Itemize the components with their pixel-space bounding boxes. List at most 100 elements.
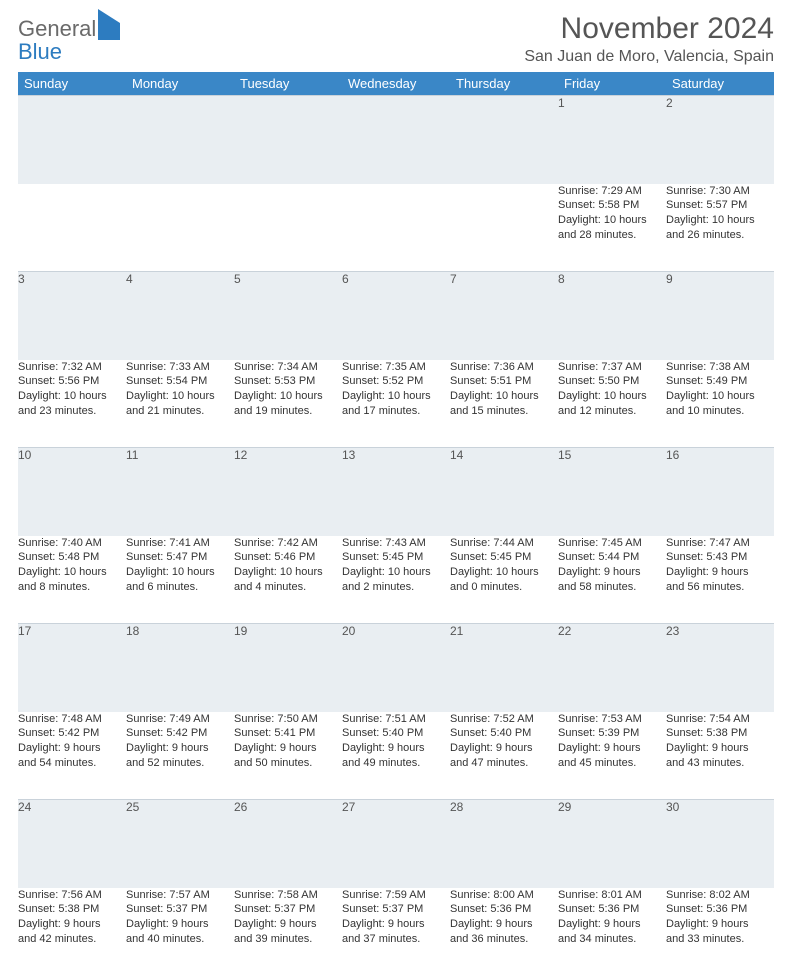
sun-set: Sunset: 5:38 PM xyxy=(18,902,126,917)
day-number-cell xyxy=(18,96,126,184)
sun-set: Sunset: 5:36 PM xyxy=(558,902,666,917)
sun-d2: and 40 minutes. xyxy=(126,932,234,947)
sun-set: Sunset: 5:45 PM xyxy=(342,550,450,565)
sun-set: Sunset: 5:57 PM xyxy=(666,198,774,213)
sun-set: Sunset: 5:47 PM xyxy=(126,550,234,565)
day-detail-cell: Sunrise: 7:45 AMSunset: 5:44 PMDaylight:… xyxy=(558,536,666,624)
sun-d1: Daylight: 10 hours xyxy=(234,389,342,404)
day-number-cell xyxy=(234,96,342,184)
day-detail-cell xyxy=(450,184,558,272)
sun-set: Sunset: 5:44 PM xyxy=(558,550,666,565)
sun-rise: Sunrise: 7:34 AM xyxy=(234,360,342,375)
day-detail-cell xyxy=(18,184,126,272)
sun-rise: Sunrise: 7:59 AM xyxy=(342,888,450,903)
sun-d1: Daylight: 10 hours xyxy=(18,565,126,580)
logo-general: General xyxy=(18,16,96,41)
sun-rise: Sunrise: 7:36 AM xyxy=(450,360,558,375)
day-detail-cell: Sunrise: 8:00 AMSunset: 5:36 PMDaylight:… xyxy=(450,888,558,976)
day-detail-cell: Sunrise: 7:33 AMSunset: 5:54 PMDaylight:… xyxy=(126,360,234,448)
day-number-cell: 24 xyxy=(18,800,126,888)
day-number-cell: 13 xyxy=(342,448,450,536)
sun-d1: Daylight: 10 hours xyxy=(558,389,666,404)
sun-d2: and 0 minutes. xyxy=(450,580,558,595)
weekday-header: Thursday xyxy=(450,72,558,96)
day-number-cell: 14 xyxy=(450,448,558,536)
sun-rise: Sunrise: 7:57 AM xyxy=(126,888,234,903)
sun-set: Sunset: 5:48 PM xyxy=(18,550,126,565)
sun-rise: Sunrise: 7:58 AM xyxy=(234,888,342,903)
day-detail-cell: Sunrise: 7:44 AMSunset: 5:45 PMDaylight:… xyxy=(450,536,558,624)
sun-rise: Sunrise: 7:42 AM xyxy=(234,536,342,551)
sun-d1: Daylight: 9 hours xyxy=(342,917,450,932)
sun-d2: and 19 minutes. xyxy=(234,404,342,419)
sun-rise: Sunrise: 7:43 AM xyxy=(342,536,450,551)
day-number-cell: 23 xyxy=(666,624,774,712)
calendar-head: Sunday Monday Tuesday Wednesday Thursday… xyxy=(18,72,774,96)
day-number-cell: 26 xyxy=(234,800,342,888)
day-detail-cell: Sunrise: 7:50 AMSunset: 5:41 PMDaylight:… xyxy=(234,712,342,800)
sun-rise: Sunrise: 7:38 AM xyxy=(666,360,774,375)
sun-d2: and 45 minutes. xyxy=(558,756,666,771)
sun-d2: and 23 minutes. xyxy=(18,404,126,419)
day-number-cell xyxy=(126,96,234,184)
day-number-cell: 15 xyxy=(558,448,666,536)
day-detail-row: Sunrise: 7:40 AMSunset: 5:48 PMDaylight:… xyxy=(18,536,774,624)
day-detail-row: Sunrise: 7:56 AMSunset: 5:38 PMDaylight:… xyxy=(18,888,774,976)
sun-set: Sunset: 5:37 PM xyxy=(126,902,234,917)
logo-blue: Blue xyxy=(18,39,62,64)
header: General Blue November 2024 San Juan de M… xyxy=(18,12,774,66)
sun-rise: Sunrise: 7:29 AM xyxy=(558,184,666,199)
sun-d2: and 39 minutes. xyxy=(234,932,342,947)
sun-set: Sunset: 5:36 PM xyxy=(666,902,774,917)
day-number-cell: 29 xyxy=(558,800,666,888)
day-detail-row: Sunrise: 7:29 AMSunset: 5:58 PMDaylight:… xyxy=(18,184,774,272)
title-block: November 2024 San Juan de Moro, Valencia… xyxy=(524,12,774,66)
sun-rise: Sunrise: 8:02 AM xyxy=(666,888,774,903)
sun-d2: and 52 minutes. xyxy=(126,756,234,771)
sun-d1: Daylight: 9 hours xyxy=(666,565,774,580)
sun-set: Sunset: 5:37 PM xyxy=(342,902,450,917)
sun-d1: Daylight: 9 hours xyxy=(450,917,558,932)
sun-rise: Sunrise: 7:37 AM xyxy=(558,360,666,375)
day-number-cell: 16 xyxy=(666,448,774,536)
sun-d1: Daylight: 9 hours xyxy=(126,741,234,756)
sun-set: Sunset: 5:42 PM xyxy=(126,726,234,741)
sun-d2: and 34 minutes. xyxy=(558,932,666,947)
weekday-header: Tuesday xyxy=(234,72,342,96)
sun-d1: Daylight: 10 hours xyxy=(666,389,774,404)
day-number-cell: 10 xyxy=(18,448,126,536)
brand-logo: General Blue xyxy=(18,12,120,64)
day-number-cell: 7 xyxy=(450,272,558,360)
sun-set: Sunset: 5:46 PM xyxy=(234,550,342,565)
sun-set: Sunset: 5:49 PM xyxy=(666,374,774,389)
sun-d1: Daylight: 9 hours xyxy=(234,917,342,932)
sun-d2: and 58 minutes. xyxy=(558,580,666,595)
day-detail-cell: Sunrise: 7:53 AMSunset: 5:39 PMDaylight:… xyxy=(558,712,666,800)
day-number-cell: 4 xyxy=(126,272,234,360)
sun-d2: and 4 minutes. xyxy=(234,580,342,595)
sun-d2: and 15 minutes. xyxy=(450,404,558,419)
day-detail-cell: Sunrise: 7:59 AMSunset: 5:37 PMDaylight:… xyxy=(342,888,450,976)
sun-d2: and 12 minutes. xyxy=(558,404,666,419)
sun-d1: Daylight: 10 hours xyxy=(126,565,234,580)
weekday-header: Saturday xyxy=(666,72,774,96)
sun-rise: Sunrise: 7:53 AM xyxy=(558,712,666,727)
day-number-cell: 30 xyxy=(666,800,774,888)
sun-rise: Sunrise: 7:47 AM xyxy=(666,536,774,551)
sun-d1: Daylight: 9 hours xyxy=(450,741,558,756)
day-detail-cell: Sunrise: 7:38 AMSunset: 5:49 PMDaylight:… xyxy=(666,360,774,448)
sun-set: Sunset: 5:50 PM xyxy=(558,374,666,389)
sun-d2: and 33 minutes. xyxy=(666,932,774,947)
day-detail-cell: Sunrise: 7:51 AMSunset: 5:40 PMDaylight:… xyxy=(342,712,450,800)
day-detail-cell: Sunrise: 8:01 AMSunset: 5:36 PMDaylight:… xyxy=(558,888,666,976)
month-title: November 2024 xyxy=(524,12,774,46)
sun-d1: Daylight: 10 hours xyxy=(450,389,558,404)
sun-rise: Sunrise: 7:44 AM xyxy=(450,536,558,551)
logo-text-block: General Blue xyxy=(18,18,120,64)
sun-d1: Daylight: 9 hours xyxy=(558,565,666,580)
location-text: San Juan de Moro, Valencia, Spain xyxy=(524,48,774,66)
sun-d2: and 17 minutes. xyxy=(342,404,450,419)
sun-set: Sunset: 5:56 PM xyxy=(18,374,126,389)
sun-set: Sunset: 5:54 PM xyxy=(126,374,234,389)
day-number-cell: 11 xyxy=(126,448,234,536)
